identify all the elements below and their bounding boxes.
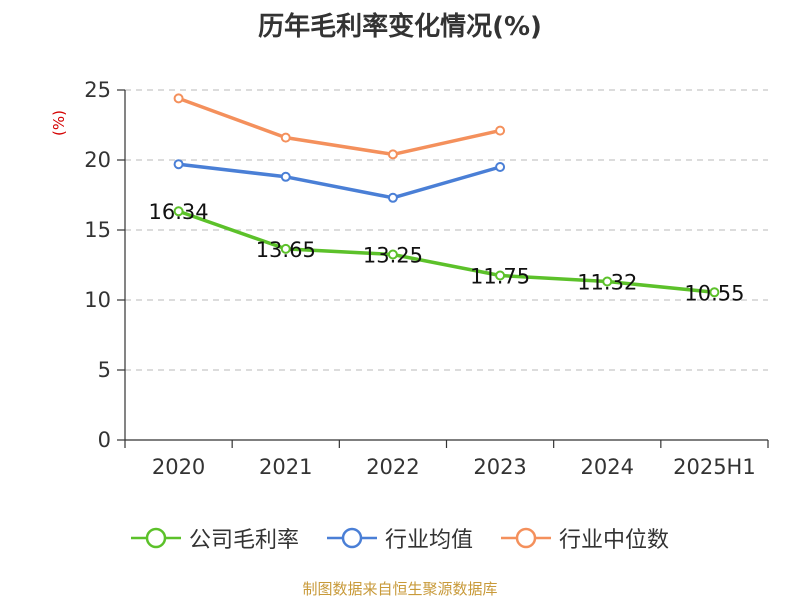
legend-swatch-icon xyxy=(501,527,551,549)
grid-lines xyxy=(125,89,768,371)
series-point xyxy=(602,276,613,287)
x-tick-label: 2022 xyxy=(366,455,419,479)
series-point xyxy=(173,93,184,104)
series-point xyxy=(173,159,184,170)
x-tick-label: 2021 xyxy=(259,455,312,479)
data-label: 16.34 xyxy=(149,200,209,224)
series-point xyxy=(387,249,398,260)
legend-item[interactable]: 行业均值 xyxy=(326,522,473,554)
series-point xyxy=(709,287,720,298)
y-tick-label: 25 xyxy=(84,78,111,102)
y-tick-label: 0 xyxy=(98,428,111,452)
legend-label: 行业均值 xyxy=(384,528,473,553)
series-point xyxy=(495,125,506,136)
legend: 公司毛利率 行业均值 行业中位数 xyxy=(0,518,800,558)
series-line xyxy=(176,96,502,157)
data-label: 13.25 xyxy=(363,244,423,268)
data-label: 11.75 xyxy=(470,265,530,289)
x-tick-label: 2025H1 xyxy=(673,455,756,479)
series-line xyxy=(176,209,717,295)
legend-item[interactable]: 行业中位数 xyxy=(501,522,669,554)
series-line xyxy=(176,162,502,200)
legend-label: 行业中位数 xyxy=(559,528,670,553)
legend-swatch-icon xyxy=(326,527,377,549)
legend-item[interactable]: 公司毛利率 xyxy=(130,522,299,554)
series-point xyxy=(495,162,506,172)
legend-swatch-icon xyxy=(130,527,181,549)
x-tick-label: 2024 xyxy=(581,455,634,479)
x-tick-label: 2023 xyxy=(473,455,526,479)
data-label: 13.65 xyxy=(256,238,316,262)
source-note: 制图数据来自恒生聚源数据库 xyxy=(302,580,498,598)
y-tick-label: 15 xyxy=(84,218,111,242)
series-lines xyxy=(173,93,720,298)
series-point xyxy=(173,206,184,217)
data-label: 10.55 xyxy=(684,281,744,305)
y-tick-label: 10 xyxy=(84,288,111,312)
series-point xyxy=(495,270,506,281)
series-point xyxy=(280,243,291,254)
data-labels: 16.34 13.65 13.25 11.75 11.32 10.55 xyxy=(149,200,745,305)
series-point xyxy=(387,192,398,203)
series-point xyxy=(280,132,291,143)
chart-title: 历年毛利率变化情况(%) xyxy=(258,12,542,42)
y-tick-label: 5 xyxy=(98,358,111,382)
y-tick-label: 20 xyxy=(84,148,111,172)
data-label: 11.32 xyxy=(577,271,637,295)
axes: 0 5 10 15 20 25 2020 2021 2022 2023 2024 2025H1 xyxy=(84,78,769,479)
series-point xyxy=(280,171,291,182)
series-point xyxy=(387,149,398,160)
x-tick-label: 2020 xyxy=(152,455,205,479)
legend-label: 公司毛利率 xyxy=(188,528,299,553)
